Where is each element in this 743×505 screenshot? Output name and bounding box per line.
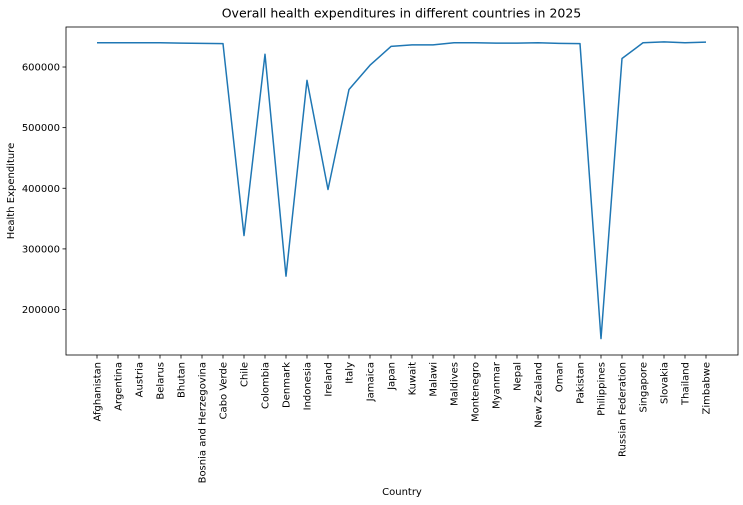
x-tick-label: Myanmar bbox=[492, 361, 503, 409]
y-tick-label: 200000 bbox=[22, 305, 60, 316]
x-tick-label: Russian Federation bbox=[618, 362, 629, 457]
x-tick-label: Thailand bbox=[681, 362, 692, 406]
x-tick-label: Colombia bbox=[261, 362, 272, 409]
x-tick-label: Singapore bbox=[639, 362, 650, 412]
x-tick-label: Cabo Verde bbox=[219, 362, 230, 419]
x-tick-label: Japan bbox=[387, 362, 398, 391]
x-tick-label: Malawi bbox=[429, 362, 440, 397]
x-tick-label: Philippines bbox=[597, 362, 608, 416]
x-tick-label: Afghanistan bbox=[93, 362, 104, 422]
x-tick-label: Austria bbox=[135, 362, 146, 397]
x-tick-label: Indonesia bbox=[303, 362, 314, 410]
x-tick-label: Kuwait bbox=[408, 362, 419, 395]
x-tick-label: Zimbabwe bbox=[702, 362, 713, 415]
y-axis-label: Health Expenditure bbox=[6, 143, 17, 240]
x-tick-label: Italy bbox=[345, 362, 356, 384]
x-tick-label: Bosnia and Herzegovina bbox=[198, 362, 209, 483]
y-tick-label: 400000 bbox=[22, 184, 60, 195]
x-axis-label: Country bbox=[382, 487, 422, 498]
x-tick-label: Jamaica bbox=[366, 362, 377, 402]
plot-area-frame bbox=[65, 26, 739, 356]
x-tick-label: Montenegro bbox=[471, 362, 482, 422]
x-tick-label: Denmark bbox=[282, 362, 293, 408]
series-layer bbox=[97, 41, 707, 340]
y-tick-label: 600000 bbox=[22, 63, 60, 74]
y-axis: 200000 300000 400000 500000 600000 bbox=[22, 63, 66, 316]
y-tick-label: 500000 bbox=[22, 123, 60, 134]
x-tick-label: Chile bbox=[240, 362, 251, 387]
x-axis: Afghanistan Argentina Austria Belarus Bhutan… bbox=[93, 355, 713, 483]
chart-title: Overall health expenditures in different… bbox=[222, 6, 582, 21]
x-tick-label: Slovakia bbox=[660, 362, 671, 404]
x-tick-label: Nepal bbox=[513, 362, 524, 391]
x-tick-label: Oman bbox=[555, 362, 566, 392]
x-tick-label: Belarus bbox=[156, 362, 167, 400]
x-tick-label: Ireland bbox=[324, 362, 335, 397]
series-line bbox=[97, 41, 707, 340]
x-tick-label: Pakistan bbox=[576, 362, 587, 404]
y-tick-label: 300000 bbox=[22, 244, 60, 255]
x-tick-label: Bhutan bbox=[177, 362, 188, 398]
x-tick-label: New Zealand bbox=[534, 362, 545, 428]
x-tick-label: Maldives bbox=[450, 362, 461, 406]
x-tick-label: Argentina bbox=[114, 362, 125, 411]
